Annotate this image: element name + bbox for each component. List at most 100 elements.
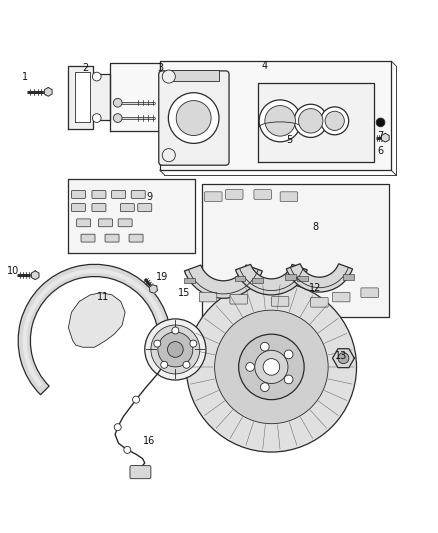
FancyBboxPatch shape xyxy=(131,190,145,198)
Polygon shape xyxy=(149,285,157,293)
Text: 2: 2 xyxy=(83,63,89,73)
Bar xyxy=(285,274,296,280)
Circle shape xyxy=(92,114,101,123)
Circle shape xyxy=(176,101,211,135)
FancyBboxPatch shape xyxy=(254,190,272,199)
Circle shape xyxy=(145,319,206,380)
Wedge shape xyxy=(18,264,171,395)
Circle shape xyxy=(167,342,183,357)
FancyBboxPatch shape xyxy=(71,204,85,212)
Polygon shape xyxy=(68,179,195,253)
Wedge shape xyxy=(184,265,262,298)
FancyBboxPatch shape xyxy=(120,204,134,212)
Text: 1: 1 xyxy=(21,71,28,82)
FancyBboxPatch shape xyxy=(272,297,289,306)
Circle shape xyxy=(263,359,280,375)
Circle shape xyxy=(325,111,344,131)
Circle shape xyxy=(186,282,357,452)
Text: 12: 12 xyxy=(309,284,321,293)
FancyBboxPatch shape xyxy=(311,297,328,307)
FancyBboxPatch shape xyxy=(361,288,378,297)
FancyBboxPatch shape xyxy=(230,294,247,304)
FancyBboxPatch shape xyxy=(280,192,297,201)
FancyBboxPatch shape xyxy=(105,234,119,242)
Circle shape xyxy=(261,383,269,392)
FancyBboxPatch shape xyxy=(71,190,85,198)
Circle shape xyxy=(284,350,293,359)
Circle shape xyxy=(265,106,295,136)
FancyBboxPatch shape xyxy=(226,190,243,199)
FancyBboxPatch shape xyxy=(118,219,132,227)
FancyBboxPatch shape xyxy=(205,192,222,201)
Circle shape xyxy=(172,327,179,334)
Circle shape xyxy=(259,100,301,142)
Bar xyxy=(343,274,353,280)
Circle shape xyxy=(154,340,161,347)
Polygon shape xyxy=(332,349,354,368)
Circle shape xyxy=(162,149,175,161)
Circle shape xyxy=(284,375,293,384)
Circle shape xyxy=(124,446,131,454)
Circle shape xyxy=(321,107,349,135)
Text: 16: 16 xyxy=(143,436,155,446)
Circle shape xyxy=(261,342,269,351)
Wedge shape xyxy=(236,264,307,295)
Text: 15: 15 xyxy=(178,288,190,298)
Bar xyxy=(252,278,263,283)
Circle shape xyxy=(255,350,288,384)
Circle shape xyxy=(158,332,193,367)
Polygon shape xyxy=(201,183,389,317)
Text: 6: 6 xyxy=(378,146,384,156)
Circle shape xyxy=(338,353,349,364)
FancyBboxPatch shape xyxy=(129,234,143,242)
Circle shape xyxy=(113,114,122,123)
FancyBboxPatch shape xyxy=(92,204,106,212)
FancyBboxPatch shape xyxy=(81,234,95,242)
Text: 11: 11 xyxy=(97,292,110,302)
Circle shape xyxy=(92,72,101,81)
Circle shape xyxy=(161,361,168,368)
Polygon shape xyxy=(45,87,52,96)
Wedge shape xyxy=(286,264,353,292)
Polygon shape xyxy=(381,133,389,142)
FancyBboxPatch shape xyxy=(112,190,126,198)
Circle shape xyxy=(376,118,385,127)
Text: 9: 9 xyxy=(146,192,152,201)
Circle shape xyxy=(114,424,121,431)
FancyBboxPatch shape xyxy=(130,466,151,479)
FancyBboxPatch shape xyxy=(77,219,91,227)
Circle shape xyxy=(113,99,122,107)
Circle shape xyxy=(151,325,200,374)
Text: 7: 7 xyxy=(378,131,384,141)
Polygon shape xyxy=(160,61,392,171)
Circle shape xyxy=(183,361,190,368)
Bar xyxy=(169,70,219,81)
Bar xyxy=(235,276,245,281)
Polygon shape xyxy=(68,66,110,129)
Bar xyxy=(184,278,194,283)
Text: 3: 3 xyxy=(157,63,163,73)
Text: 10: 10 xyxy=(7,266,19,276)
Polygon shape xyxy=(258,83,374,161)
Circle shape xyxy=(162,70,175,83)
Circle shape xyxy=(239,334,304,400)
Polygon shape xyxy=(75,72,90,123)
Bar xyxy=(297,276,308,281)
Text: 19: 19 xyxy=(156,272,168,282)
FancyBboxPatch shape xyxy=(92,190,106,198)
Circle shape xyxy=(246,362,254,372)
Polygon shape xyxy=(68,293,125,348)
FancyBboxPatch shape xyxy=(332,292,350,302)
Text: 4: 4 xyxy=(262,61,268,71)
FancyBboxPatch shape xyxy=(138,204,152,212)
Circle shape xyxy=(215,310,328,424)
Text: 5: 5 xyxy=(286,135,292,145)
FancyBboxPatch shape xyxy=(159,71,229,165)
Circle shape xyxy=(298,109,323,133)
Circle shape xyxy=(294,104,327,138)
Text: 8: 8 xyxy=(312,222,318,232)
Polygon shape xyxy=(32,271,39,280)
Text: 13: 13 xyxy=(335,351,347,361)
Circle shape xyxy=(133,396,140,403)
Circle shape xyxy=(168,93,219,143)
